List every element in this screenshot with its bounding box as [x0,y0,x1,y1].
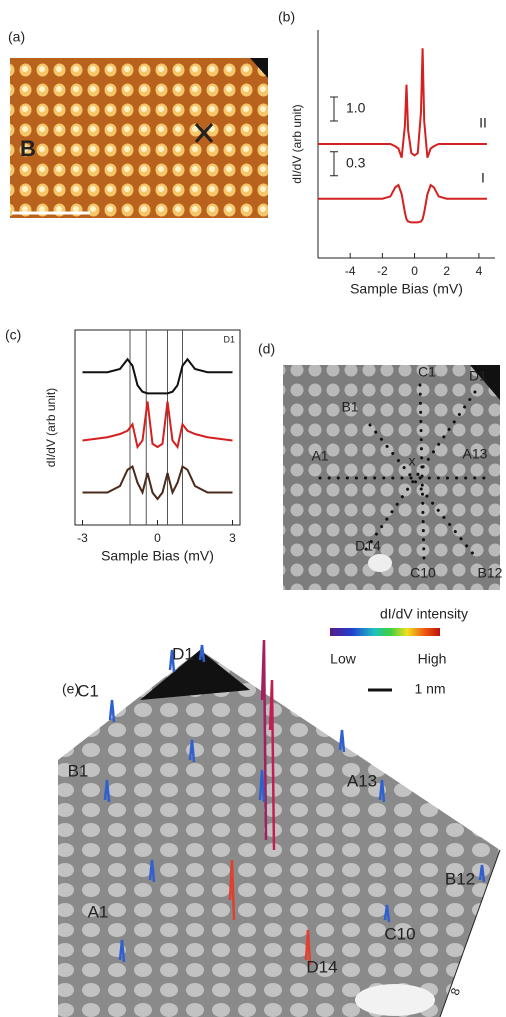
dark-corner [470,365,500,400]
colorbar-high: High [418,651,447,667]
series-label: II [479,115,487,131]
colorbar-low: Low [330,651,357,667]
x-axis-label: Sample Bias (mV) [350,281,463,297]
line-cuts [318,383,490,562]
spectrum-line [82,464,233,501]
panel-tag: D1 [223,334,235,344]
point-label: C10 [384,924,415,943]
dark-corner [250,58,268,78]
x-tick-label: 0 [411,264,418,278]
x-tick-label: 4 [476,264,483,278]
point-label: B12 [478,565,503,581]
box-edge [439,849,501,1017]
spectrum-line [318,48,487,159]
x-tick-label: -4 [345,264,356,278]
point-label: B1 [68,761,89,780]
point-label: A13 [347,771,377,790]
x-tick-label: 0 [154,531,161,545]
point-label: D14 [306,957,337,976]
x-tick-label: -2 [377,264,388,278]
point-label: D1 [172,644,194,663]
bright-spot [368,554,392,572]
spectra-spikes [103,639,486,966]
point-label: B12 [445,869,475,888]
plot-frame [74,329,241,526]
panel-label: (d) [258,341,275,357]
bright-spot [355,984,435,1016]
point-label: A1 [88,902,109,921]
point-label: A1 [311,448,328,464]
spectrum-line [82,357,233,395]
colorbar-title: dI/dV intensity [380,606,468,622]
spectrum-line [318,183,487,224]
point-label: D14 [355,538,381,554]
scale-bar [330,151,338,177]
point-label: B1 [341,399,358,415]
point-label: C1 [418,364,436,380]
panel-label: (a) [8,29,25,45]
series-label: I [481,169,485,185]
colorbar [330,628,440,636]
x-tick-label: -3 [77,531,88,545]
panel-label: (c) [5,327,21,343]
x-tick-label: 2 [443,264,450,278]
stm-image [10,58,268,218]
x-tick-label: 3 [229,531,236,545]
site-label: B [20,136,36,161]
scale-label: 1 nm [414,681,445,697]
dark-corner [140,650,250,700]
panel-label: (e) [62,681,79,697]
cross-marker [194,123,214,143]
panel-label: (b) [278,9,295,25]
axis-tick-label: 8 [448,986,464,997]
spectrum-line [82,401,233,450]
surface-map [58,650,500,1017]
scale-label: 0.3 [346,154,366,170]
x-axis-label: Sample Bias (mV) [101,548,214,564]
y-axis-label: dI/dV (arb unit) [290,104,304,183]
scale-label: 1.0 [346,100,366,116]
point-label: x [409,453,416,469]
y-axis-label: dI/dV (arb unit) [44,388,58,467]
point-label: C10 [410,565,436,581]
point-label: C1 [77,681,99,700]
point-label: D1 [469,368,487,384]
scale-bar [330,96,338,122]
point-label: A13 [463,446,488,462]
